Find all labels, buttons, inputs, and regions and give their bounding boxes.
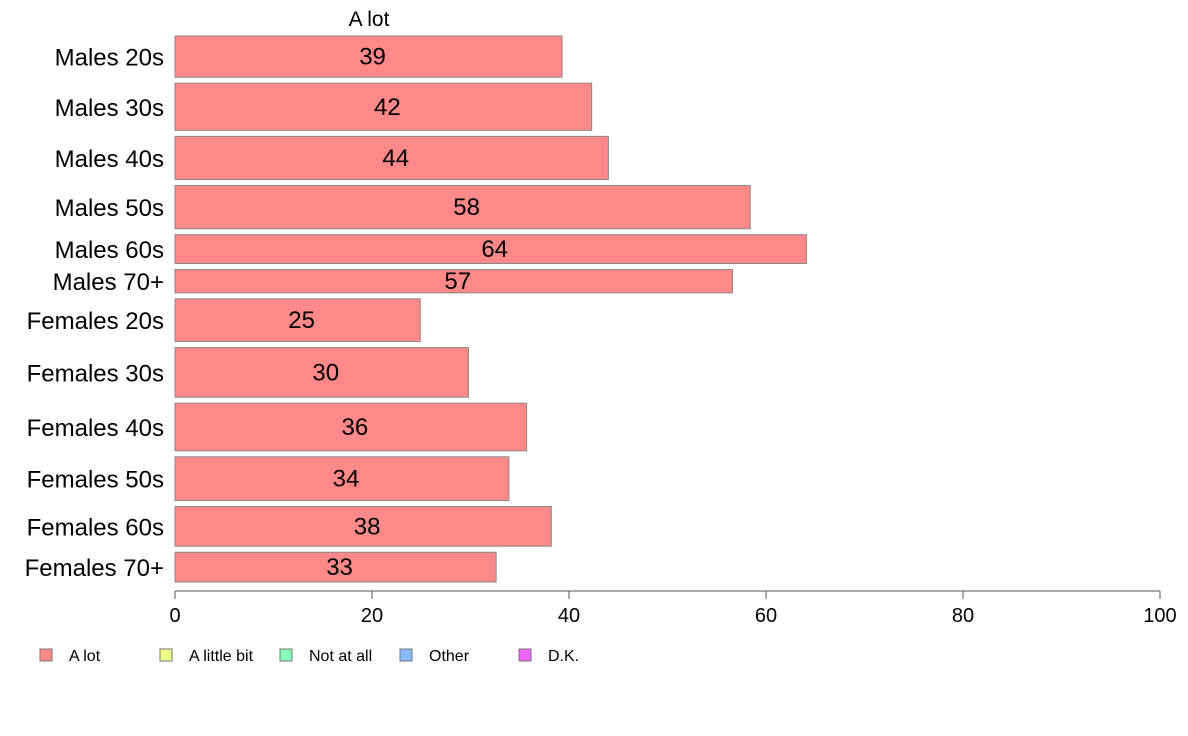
bar: [174, 298, 421, 343]
legend-swatch: [518, 648, 532, 662]
bar-value-label: 39: [359, 44, 386, 71]
legend-swatch: [399, 648, 413, 662]
bar: [174, 185, 751, 230]
legend-label: A lot: [69, 648, 101, 665]
bar-value-label: 64: [481, 236, 508, 263]
legend: A lot A little bit Not at all Other D.K.: [39, 648, 579, 665]
category-label: Males 50s: [55, 195, 164, 222]
bar-value-label: 36: [341, 414, 368, 441]
bar: [174, 402, 528, 452]
bar-value-label: 34: [333, 466, 360, 493]
bar-value-label: 33: [326, 554, 353, 581]
bar: [174, 456, 510, 502]
category-labels: Males 20s Males 30s Males 40s Males 50s Male…: [25, 45, 164, 583]
category-label: Males 40s: [55, 146, 164, 173]
category-label: Males 30s: [55, 95, 164, 122]
legend-swatch: [159, 648, 173, 662]
bar: [174, 82, 593, 131]
legend-label: Not at all: [309, 648, 372, 665]
category-label: Males 20s: [55, 45, 164, 72]
x-tick-label: 60: [755, 605, 777, 627]
legend-swatch: [39, 648, 53, 662]
bar: [174, 234, 807, 265]
bar: [174, 135, 609, 181]
bar-value-label: 42: [374, 94, 401, 121]
bar: [174, 506, 552, 547]
bar-value-label: 57: [444, 268, 471, 295]
x-tick-label: 100: [1143, 605, 1176, 627]
x-tick-label: 80: [952, 605, 974, 627]
x-tick-label: 0: [169, 605, 180, 627]
bar-value-label: 58: [453, 194, 480, 221]
series-top-label: A lot: [349, 8, 390, 31]
bar-value-label: 44: [382, 145, 409, 172]
category-label: Females 60s: [27, 514, 164, 541]
x-tick-label: 40: [558, 605, 580, 627]
category-label: Females 50s: [27, 467, 164, 494]
legend-label: Other: [429, 648, 470, 665]
category-label: Males 70+: [53, 269, 164, 296]
category-label: Females 70+: [25, 555, 164, 582]
x-tick-label: 20: [361, 605, 383, 627]
bar: [174, 347, 470, 398]
bar: [174, 269, 734, 294]
legend-swatch: [279, 648, 293, 662]
legend-label: A little bit: [189, 648, 254, 665]
bar: [174, 35, 563, 78]
legend-label: D.K.: [548, 648, 579, 665]
bar-value-label: 30: [312, 359, 339, 386]
category-label: Females 40s: [27, 415, 164, 442]
bar: [174, 551, 497, 583]
category-label: Females 30s: [27, 360, 164, 387]
bar-value-label: 25: [288, 307, 315, 334]
bar-value-label: 38: [354, 513, 381, 540]
category-label: Females 20s: [27, 308, 164, 335]
x-axis: 0 20 40 60 80 100: [169, 590, 1177, 627]
category-label: Males 60s: [55, 237, 164, 264]
